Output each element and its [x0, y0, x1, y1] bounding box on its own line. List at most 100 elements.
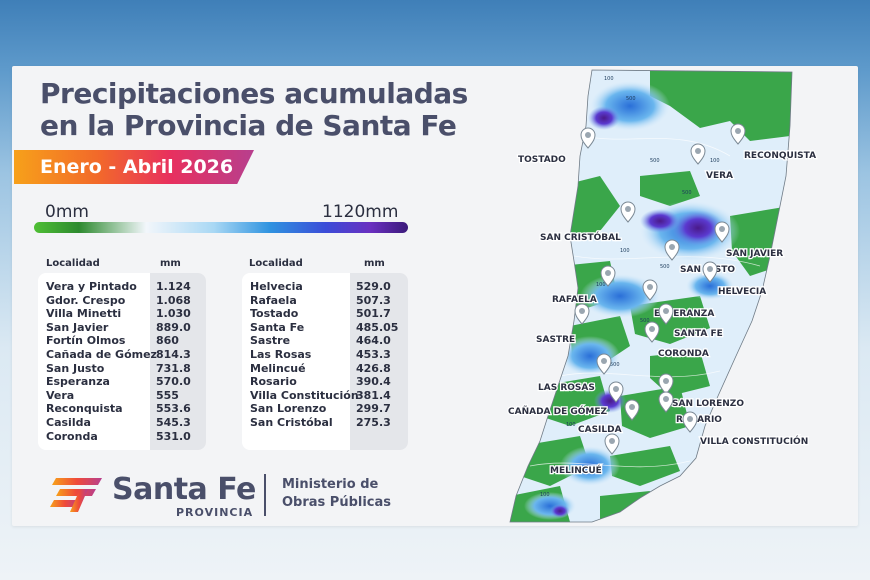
city-label: SANTA FE	[674, 329, 723, 339]
pin-center-icon	[735, 128, 741, 134]
city-label: MELINCUÉ	[550, 464, 602, 476]
city-marker: VERA	[690, 143, 734, 182]
city-marker: RECONQUISTA	[730, 123, 817, 162]
pin-center-icon	[719, 226, 725, 232]
pin-center-icon	[649, 326, 655, 332]
location-name: Reconquista	[46, 402, 123, 416]
pin-center-icon	[707, 266, 713, 272]
rainfall-value: 275.3	[356, 416, 391, 429]
pin-center-icon	[605, 270, 611, 276]
city-label: SAN CRISTÓBAL	[540, 231, 621, 243]
city-markers: TOSTADO RECONQUISTA VERA SAN CRISTÓBAL SAN J…	[507, 123, 817, 477]
period-badge: Enero - Abril 2026	[14, 150, 254, 184]
location-name: San Cristóbal	[250, 416, 333, 429]
pin-center-icon	[601, 358, 607, 364]
color-scale-bar	[34, 222, 408, 233]
title-line-1: Precipitaciones acumuladas	[40, 77, 468, 110]
ministry-line-2: Obras Públicas	[282, 495, 392, 510]
isoline-label: 500	[610, 362, 620, 368]
pin-center-icon	[687, 416, 693, 422]
rainfall-value: 570.0	[156, 375, 191, 389]
location-name: Santa Fe	[250, 320, 305, 334]
city-marker: SAN LORENZO	[658, 373, 746, 410]
city-label: HELVECIA	[718, 287, 766, 297]
isoline-label: 500	[650, 158, 660, 164]
rainfall-value: 485.05	[356, 320, 399, 334]
isoline-label: 100	[620, 248, 630, 254]
rainfall-value: 1.030	[156, 307, 191, 321]
title-line-2: en la Provincia de Santa Fe	[40, 109, 457, 142]
right-table-header-mm: mm	[364, 258, 385, 269]
legend-min-label: 0mm	[45, 202, 89, 222]
location-name: Rosario	[250, 375, 297, 389]
rainfall-value: 814.3	[156, 348, 191, 361]
ministry-name: Ministerio de Obras Públicas	[282, 476, 391, 512]
city-marker: SANTA FE	[658, 303, 724, 340]
legend-max-label: 1120mm	[322, 202, 399, 222]
isoline-label: 100	[540, 492, 550, 498]
city-marker: SASTRE	[535, 303, 590, 346]
rainfall-value: 426.8	[356, 361, 391, 375]
isoline-label: 500	[640, 318, 650, 324]
city-label: RECONQUISTA	[744, 151, 816, 161]
location-name: Villa Constitución	[250, 388, 359, 402]
rainfall-value: 731.8	[156, 361, 191, 375]
santa-fe-logo-icon	[50, 478, 102, 512]
rainfall-value: 553.6	[156, 402, 191, 416]
location-name: Vera y Pintado	[46, 280, 137, 293]
location-name: Gdor. Crespo	[46, 293, 126, 307]
location-name: Fortín Olmos	[46, 334, 126, 348]
rainfall-map: 100 500 500 100 500 100 500 100 500 500 100 100 TOS…	[507, 69, 817, 523]
city-marker: VILLA CONSTITUCIÓN	[682, 411, 809, 448]
rainfall-value: 860	[156, 334, 179, 348]
rainfall-value: 464.0	[356, 334, 391, 348]
city-marker: CORONDA	[644, 321, 710, 360]
pin-center-icon	[663, 378, 669, 384]
pin-center-icon	[613, 386, 619, 392]
location-name: Casilda	[46, 416, 91, 429]
city-label: CORONDA	[658, 349, 709, 359]
pin-center-icon	[695, 148, 701, 154]
isoline-label: 100	[566, 422, 576, 428]
city-label: SAN JAVIER	[726, 249, 783, 259]
isoline-label: 100	[710, 158, 720, 164]
isoline-label: 100	[596, 282, 606, 288]
pin-center-icon	[609, 438, 615, 444]
pin-center-icon	[647, 284, 653, 290]
location-name: San Justo	[46, 361, 105, 375]
city-label: TOSTADO	[518, 155, 566, 165]
city-marker: LAS ROSAS	[537, 353, 612, 394]
isoline-label: 100	[604, 76, 614, 82]
rainfall-value: 507.3	[356, 293, 391, 307]
left-table-header-location: Localidad	[46, 258, 100, 269]
rainfall-value: 889.0	[156, 320, 191, 334]
page-title: Precipitaciones acumuladas en la Provinc…	[40, 78, 510, 142]
city-marker: CASILDA	[577, 399, 640, 436]
city-label: VILLA CONSTITUCIÓN	[700, 435, 808, 447]
pin-center-icon	[625, 206, 631, 212]
city-marker: TOSTADO	[517, 127, 596, 166]
rainfall-value: 299.7	[356, 402, 391, 416]
location-name: Villa Minetti	[46, 307, 122, 321]
location-name: San Lorenzo	[250, 402, 327, 416]
city-marker: HELVECIA	[702, 261, 767, 298]
rainfall-table-left: Vera y Pintado 1.124 Gdor. Crespo 1.068 Vill…	[38, 273, 206, 450]
left-table-header-mm: mm	[160, 258, 181, 269]
city-marker: SAN CRISTÓBAL	[539, 201, 636, 244]
city-marker: CAÑADA DE GÓMEZ	[507, 381, 624, 418]
rainfall-value: 381.4	[356, 388, 391, 402]
ministry-line-1: Ministerio de	[282, 477, 379, 492]
location-name: Melincué	[250, 361, 306, 375]
city-marker: MELINCUÉ	[549, 433, 620, 477]
brand-name: Santa Fe	[112, 472, 256, 507]
pin-center-icon	[579, 308, 585, 314]
pin-center-icon	[663, 396, 669, 402]
rainfall-value: 453.3	[356, 348, 391, 361]
city-label: LAS ROSAS	[538, 383, 595, 393]
rainfall-value: 1.124	[156, 280, 191, 293]
location-name: Rafaela	[250, 293, 297, 307]
location-name: Tostado	[250, 307, 299, 321]
rainfall-value: 1.068	[156, 293, 191, 307]
isoline-label: 500	[660, 264, 670, 270]
isoline-label: 500	[682, 190, 692, 196]
